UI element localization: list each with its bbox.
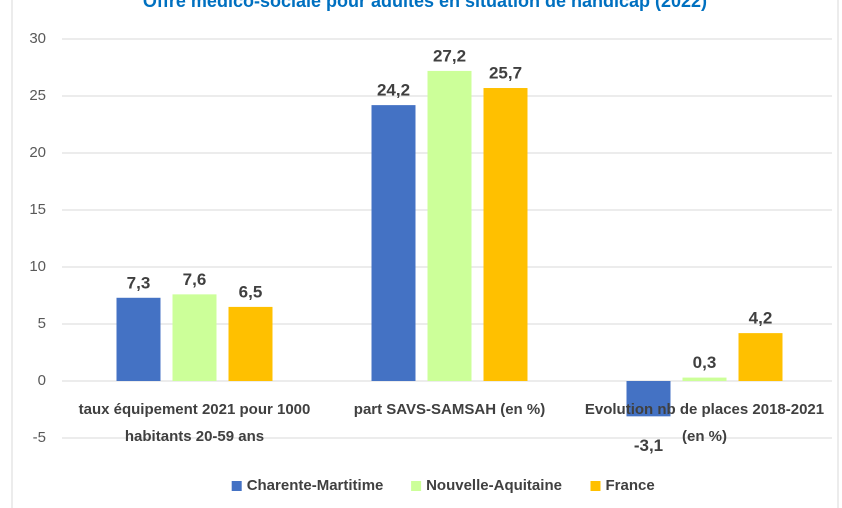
y-tick-label: 15 <box>29 201 46 218</box>
data-label: 25,7 <box>489 64 522 83</box>
data-label: 7,3 <box>127 273 151 292</box>
chart-title: Offre médico-sociale pour adultes en sit… <box>143 0 707 11</box>
bar <box>116 297 161 381</box>
data-label: 7,6 <box>183 270 207 289</box>
bar <box>483 88 528 382</box>
x-tick-label: Evolution nb de places 2018-2021 (en %) <box>584 401 825 445</box>
bar <box>427 70 472 382</box>
bar <box>626 381 671 417</box>
chart-frame <box>11 0 839 508</box>
data-label: 27,2 <box>433 46 466 65</box>
data-label: -3,1 <box>634 436 663 455</box>
data-label: 24,2 <box>377 81 410 100</box>
y-tick-label: 0 <box>38 372 46 389</box>
bar <box>371 105 416 382</box>
legend-label: Charente-Martitime <box>247 477 384 494</box>
legend-label: France <box>606 477 655 494</box>
legend-swatch <box>411 481 422 491</box>
x-tick-label: taux équipement 2021 pour 1000 habitants… <box>78 401 311 445</box>
bar <box>682 377 727 381</box>
y-tick-label: 20 <box>29 144 46 161</box>
legend-swatch <box>590 481 601 491</box>
x-tick-label: part SAVS-SAMSAH (en %) <box>353 401 546 418</box>
bar <box>172 294 217 381</box>
y-tick-label: 30 <box>29 30 46 47</box>
y-tick-label: -5 <box>33 429 46 446</box>
y-tick-label: 10 <box>29 258 46 275</box>
y-tick-label: 5 <box>38 315 46 332</box>
data-label: 0,3 <box>693 353 717 372</box>
y-tick-label: 25 <box>29 87 46 104</box>
bar <box>228 306 273 381</box>
data-label: 6,5 <box>239 282 263 301</box>
legend-label: Nouvelle-Aquitaine <box>426 477 562 494</box>
legend-swatch <box>231 481 242 491</box>
bar <box>738 333 783 381</box>
data-label: 4,2 <box>749 309 773 328</box>
